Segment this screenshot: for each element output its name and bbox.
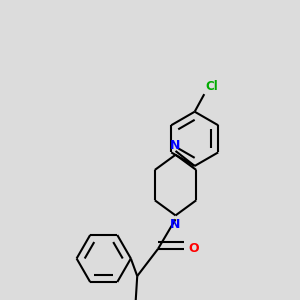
Text: O: O — [188, 242, 199, 255]
Text: N: N — [170, 139, 181, 152]
Text: N: N — [170, 218, 181, 231]
Text: Cl: Cl — [206, 80, 219, 93]
